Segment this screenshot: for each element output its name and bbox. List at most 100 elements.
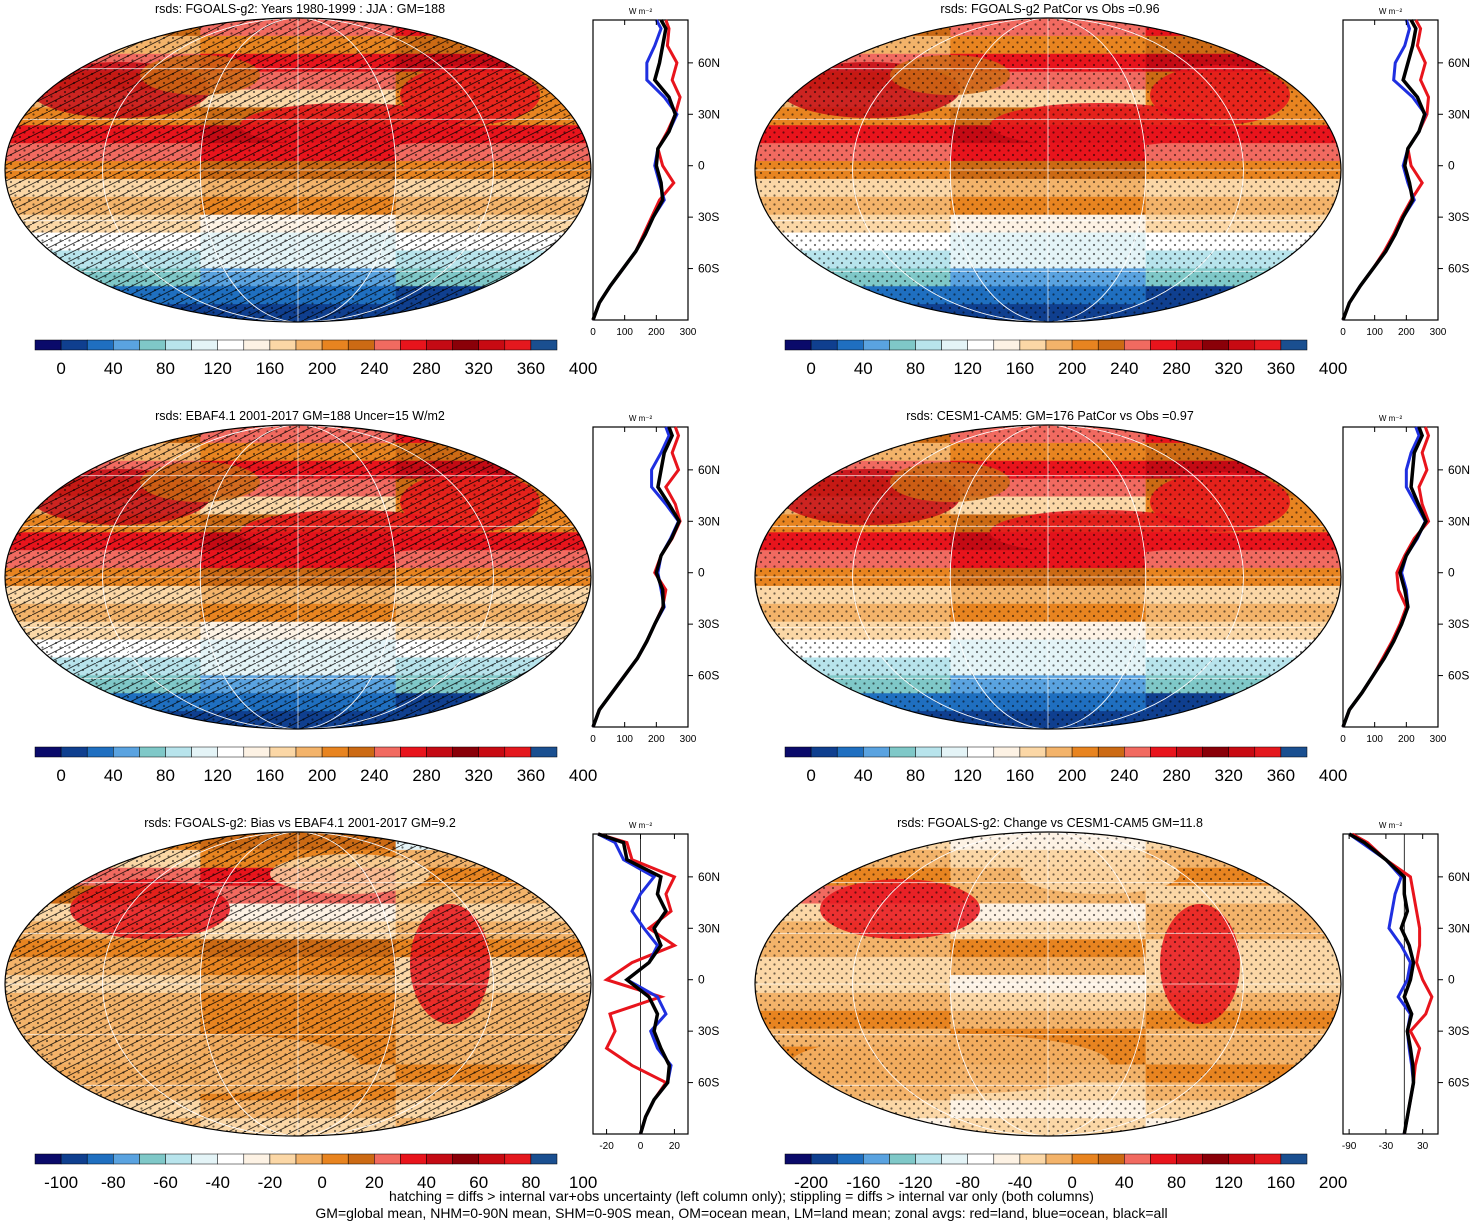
colorbar-tick-label: 160 xyxy=(256,359,284,378)
zonal-x-tick-label: 100 xyxy=(1366,734,1383,745)
colorbar-tick-label: 320 xyxy=(1215,766,1243,785)
colorbar-tick-label: 40 xyxy=(854,359,873,378)
zonal-lat-label: 60S xyxy=(698,262,719,276)
colorbar-tick-label: 280 xyxy=(412,359,440,378)
colorbar-tick-label: 200 xyxy=(1058,766,1086,785)
zonal-x-tick-label: 300 xyxy=(680,327,697,338)
zonal-lat-label: 60S xyxy=(698,669,719,683)
zonal-lat-label: 30N xyxy=(1448,514,1470,528)
colorbar-tick-label: 0 xyxy=(56,359,65,378)
chart-panel-5: rsds: FGOALS-g2: Bias vs EBAF4.1 2001-20… xyxy=(0,814,733,1204)
colorbar-tick-label: 120 xyxy=(204,766,232,785)
map-field xyxy=(0,0,620,330)
colorbar-tick-label: 240 xyxy=(1110,359,1138,378)
colorbar-tick-label: 360 xyxy=(1267,359,1295,378)
colorbar-tick-label: 400 xyxy=(569,766,597,785)
chart-panel-3: rsds: EBAF4.1 2001-2017 GM=188 Uncer=15 … xyxy=(0,407,733,797)
zonal-x-tick-label: 200 xyxy=(648,327,665,338)
colorbar-tick-label: 80 xyxy=(156,766,175,785)
zonal-lat-label: 0 xyxy=(698,159,705,173)
colorbar-tick-label: 200 xyxy=(308,766,336,785)
zonal-x-tick-label: 0 xyxy=(1340,734,1346,745)
colorbar-tick-label: 120 xyxy=(204,359,232,378)
colorbar-tick-label: 160 xyxy=(1006,766,1034,785)
zonal-lat-label: 60N xyxy=(1448,870,1470,884)
colorbar-tick-label: 40 xyxy=(104,359,123,378)
zonal-x-tick-label: 100 xyxy=(616,734,633,745)
chart-panel-1: rsds: FGOALS-g2: Years 1980-1999 : JJA :… xyxy=(0,0,733,390)
zonal-x-tick-label: 200 xyxy=(1398,734,1415,745)
zonal-lat-label: 30N xyxy=(1448,107,1470,121)
zonal-x-tick-label: 200 xyxy=(1398,327,1415,338)
colorbar-tick-label: 400 xyxy=(1319,766,1347,785)
colorbar-tick-label: 360 xyxy=(1267,766,1295,785)
colorbar-tick-label: 80 xyxy=(906,359,925,378)
zonal-unit-label: W m⁻² xyxy=(1379,821,1403,830)
zonal-lat-label: 0 xyxy=(1448,973,1455,987)
zonal-lat-label: 30S xyxy=(698,210,719,224)
map-field xyxy=(0,407,620,737)
zonal-lat-label: 30S xyxy=(1448,210,1469,224)
chart-panel-4: rsds: CESM1-CAM5: GM=176 PatCor vs Obs =… xyxy=(750,407,1483,797)
colorbar-tick-label: 40 xyxy=(104,766,123,785)
zonal-lat-label: 60N xyxy=(1448,56,1470,70)
zonal-x-tick-label: 0 xyxy=(1340,327,1346,338)
zonal-lat-label: 0 xyxy=(698,566,705,580)
zonal-lat-label: 60N xyxy=(1448,463,1470,477)
zonal-x-tick-label: 0 xyxy=(638,1141,644,1152)
zonal-x-tick-label: 30 xyxy=(1417,1141,1429,1152)
colorbar-tick-label: 360 xyxy=(517,359,545,378)
footer-line-1: hatching = diffs > internal var+obs unce… xyxy=(0,1188,1483,1205)
zonal-x-tick-label: 100 xyxy=(616,327,633,338)
zonal-x-tick-label: 100 xyxy=(1366,327,1383,338)
zonal-lat-label: 60S xyxy=(1448,262,1469,276)
colorbar-tick-label: 120 xyxy=(954,766,982,785)
zonal-lat-label: 0 xyxy=(1448,159,1455,173)
colorbar-tick-label: 320 xyxy=(465,766,493,785)
zonal-unit-label: W m⁻² xyxy=(1379,7,1403,16)
colorbar-tick-label: 360 xyxy=(517,766,545,785)
colorbar-tick-label: 400 xyxy=(569,359,597,378)
zonal-x-tick-label: -20 xyxy=(599,1141,614,1152)
colorbar-tick-label: 240 xyxy=(360,359,388,378)
zonal-x-tick-label: 300 xyxy=(1430,734,1447,745)
map-field xyxy=(750,814,1350,1144)
zonal-unit-label: W m⁻² xyxy=(629,414,653,423)
colorbar-tick-label: 160 xyxy=(256,766,284,785)
zonal-lat-label: 30S xyxy=(1448,617,1469,631)
zonal-unit-label: W m⁻² xyxy=(629,7,653,16)
zonal-lat-label: 60N xyxy=(698,870,720,884)
colorbar-tick-label: 200 xyxy=(308,359,336,378)
zonal-lat-label: 60N xyxy=(698,56,720,70)
colorbar-tick-label: 0 xyxy=(806,359,815,378)
colorbar-tick-label: 320 xyxy=(1215,359,1243,378)
colorbar-tick-label: 280 xyxy=(1162,766,1190,785)
zonal-lat-label: 30N xyxy=(698,514,720,528)
map-field xyxy=(0,814,600,1144)
zonal-lat-label: 30S xyxy=(698,1024,719,1038)
colorbar-tick-label: 280 xyxy=(1162,359,1190,378)
zonal-x-tick-label: 0 xyxy=(590,327,596,338)
zonal-x-tick-label: 20 xyxy=(669,1141,681,1152)
colorbar-tick-label: 280 xyxy=(412,766,440,785)
colorbar-tick-label: 0 xyxy=(56,766,65,785)
colorbar-tick-label: 200 xyxy=(1058,359,1086,378)
zonal-x-tick-label: 0 xyxy=(590,734,596,745)
